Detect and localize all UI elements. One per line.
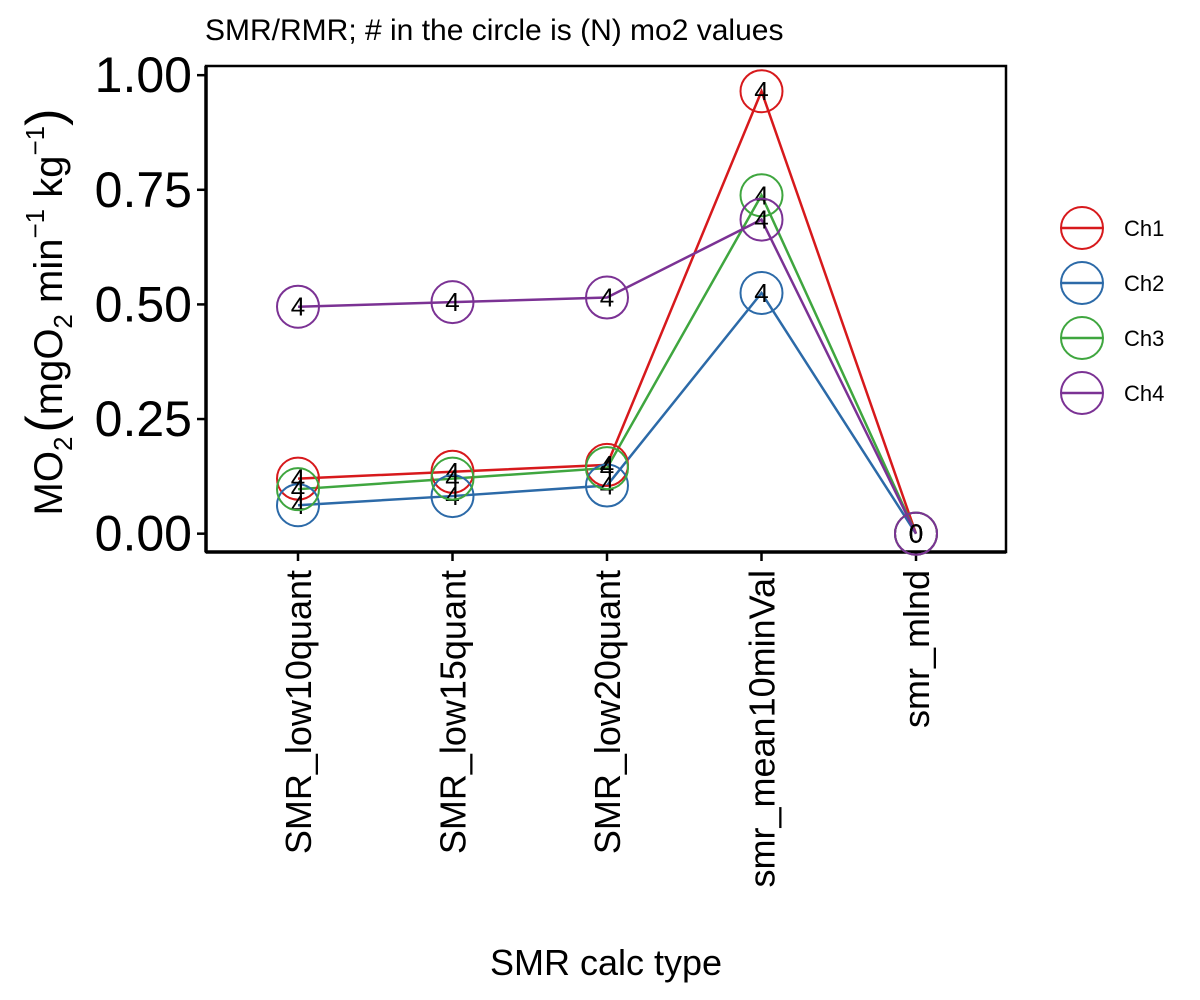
- ylabel-sub1: 2: [48, 437, 78, 451]
- legend-label: Ch1: [1124, 216, 1164, 241]
- y-tick-label: 0.25: [95, 391, 192, 447]
- x-tick-label: SMR_low10quant: [278, 570, 319, 854]
- legend-item-ch2: Ch2: [1060, 261, 1164, 305]
- data-point: [739, 197, 784, 242]
- point-count-label: 4: [445, 287, 459, 317]
- y-tick-label: 0.50: [95, 276, 192, 332]
- point-count-label: 4: [600, 453, 614, 483]
- point-count-label: 4: [754, 278, 768, 308]
- data-point: [276, 284, 320, 329]
- point-count-label: 4: [291, 474, 305, 504]
- point-count-label: 0: [909, 519, 923, 549]
- x-axis-ticks: SMR_low10quant SMR_low15quant SMR_low20qua…: [278, 552, 937, 887]
- point-count-label: 0: [909, 519, 923, 549]
- series-line: [297, 192, 918, 535]
- legend-label: Ch2: [1124, 271, 1164, 296]
- legend-label: Ch4: [1124, 381, 1164, 406]
- data-point: [739, 173, 784, 218]
- y-axis-ticks: 0.00 0.25 0.50 0.75 1.00: [95, 47, 206, 562]
- legend-item-ch1: Ch1: [1060, 206, 1164, 250]
- ylabel-unit-c: kg: [27, 156, 71, 209]
- data-point: [894, 511, 938, 556]
- point-count-label: 4: [754, 205, 768, 235]
- series-ch4: [297, 217, 918, 535]
- ylabel-paren-open: (: [16, 415, 74, 433]
- data-point: [276, 456, 320, 501]
- x-tick-label: smr_mlnd: [896, 570, 937, 728]
- data-point: [430, 449, 475, 494]
- point-count-label: 4: [754, 180, 768, 210]
- point-count-label: 4: [445, 481, 459, 511]
- series-line: [297, 217, 918, 535]
- y-tick-label: 0.75: [95, 162, 192, 218]
- ylabel-sup2: −1: [20, 126, 50, 156]
- point-count-label: 0: [909, 519, 923, 549]
- point-count-label: 4: [600, 471, 614, 501]
- data-point: [430, 280, 475, 325]
- ylabel-base: MO: [27, 451, 71, 515]
- legend-label: Ch3: [1124, 326, 1164, 351]
- point-count-label: 4: [291, 292, 305, 322]
- data-point: [430, 456, 475, 501]
- data-point: [585, 463, 629, 508]
- point-count-label: 0: [909, 519, 923, 549]
- data-point: [585, 275, 629, 320]
- data-point: [276, 483, 320, 528]
- x-tick-label: SMR_low15quant: [433, 570, 474, 854]
- ylabel-unit-a: mgO: [27, 329, 71, 416]
- ylabel-paren-close: ): [16, 109, 74, 126]
- series-ch3: [297, 192, 918, 535]
- legend-item-ch3: Ch3: [1060, 316, 1164, 360]
- legend: Ch1 Ch2 Ch3 Ch4: [1060, 206, 1164, 415]
- data-point: [585, 446, 629, 491]
- chart-title: SMR/RMR; # in the circle is (N) mo2 valu…: [205, 14, 783, 47]
- data-point: [276, 467, 320, 512]
- point-count-label: 4: [754, 76, 768, 106]
- data-point: [739, 69, 784, 114]
- y-tick-label: 0.00: [95, 506, 192, 562]
- x-axis-label: SMR calc type: [490, 942, 722, 983]
- data-point: [739, 270, 784, 315]
- ylabel-sup1: −1: [20, 209, 50, 239]
- series-points-ch4: 4 4 440: [276, 197, 938, 556]
- point-count-label: 4: [445, 457, 459, 487]
- point-count-label: 4: [600, 283, 614, 313]
- x-tick-label: smr_mean10minVal: [742, 570, 783, 887]
- x-tick-label: SMR_low20quant: [587, 570, 628, 854]
- point-count-label: 4: [291, 464, 305, 494]
- y-tick-label: 1.00: [95, 47, 192, 103]
- point-count-label: 4: [291, 490, 305, 520]
- svg-text:MO2(mgO2 min−1 kg−1): MO2(mgO2 min−1 kg−1): [16, 109, 78, 516]
- legend-item-ch4: Ch4: [1060, 371, 1164, 415]
- ylabel-sub2: 2: [48, 314, 78, 328]
- point-count-label: 4: [445, 464, 459, 494]
- y-axis-label: MO2(mgO2 min−1 kg−1): [16, 109, 78, 516]
- data-point: [430, 474, 475, 519]
- ylabel-unit-b: min: [27, 239, 71, 315]
